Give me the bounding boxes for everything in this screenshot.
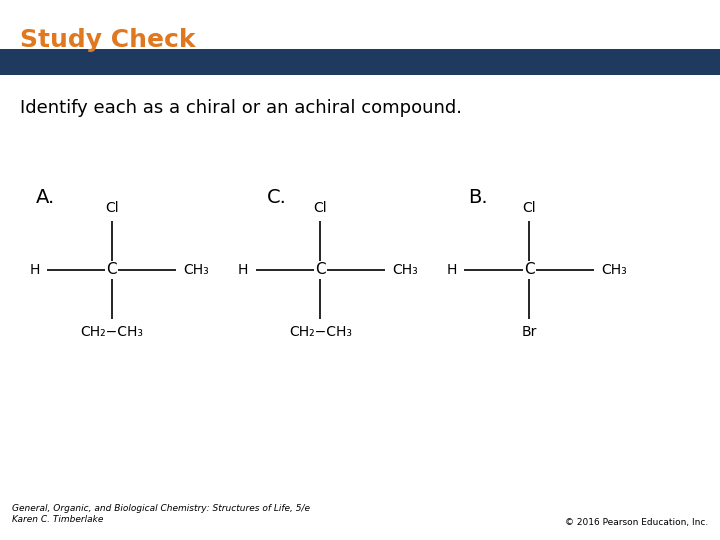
Text: Identify each as a chiral or an achiral compound.: Identify each as a chiral or an achiral … (20, 99, 462, 117)
Text: H: H (30, 263, 40, 277)
Text: Br: Br (521, 325, 537, 339)
Bar (0, 49, 720, 75)
Text: Cl: Cl (105, 201, 118, 215)
Text: CH₃: CH₃ (601, 263, 627, 277)
Text: A.: A. (36, 187, 55, 207)
Text: CH₃: CH₃ (184, 263, 210, 277)
Text: C.: C. (266, 187, 287, 207)
Text: CH₃: CH₃ (392, 263, 418, 277)
Text: Cl: Cl (523, 201, 536, 215)
Text: CH₂−CH₃: CH₂−CH₃ (80, 325, 143, 339)
Text: Study Check: Study Check (20, 29, 196, 52)
Text: CH₂−CH₃: CH₂−CH₃ (289, 325, 352, 339)
Text: General, Organic, and Biological Chemistry: Structures of Life, 5/e
Karen C. Tim: General, Organic, and Biological Chemist… (12, 504, 310, 524)
Text: © 2016 Pearson Education, Inc.: © 2016 Pearson Education, Inc. (564, 517, 708, 526)
Text: H: H (238, 263, 248, 277)
Text: B.: B. (468, 187, 487, 207)
Text: C: C (315, 262, 325, 278)
Text: C: C (107, 262, 117, 278)
Text: Cl: Cl (314, 201, 327, 215)
Text: C: C (524, 262, 534, 278)
Text: H: H (447, 263, 457, 277)
